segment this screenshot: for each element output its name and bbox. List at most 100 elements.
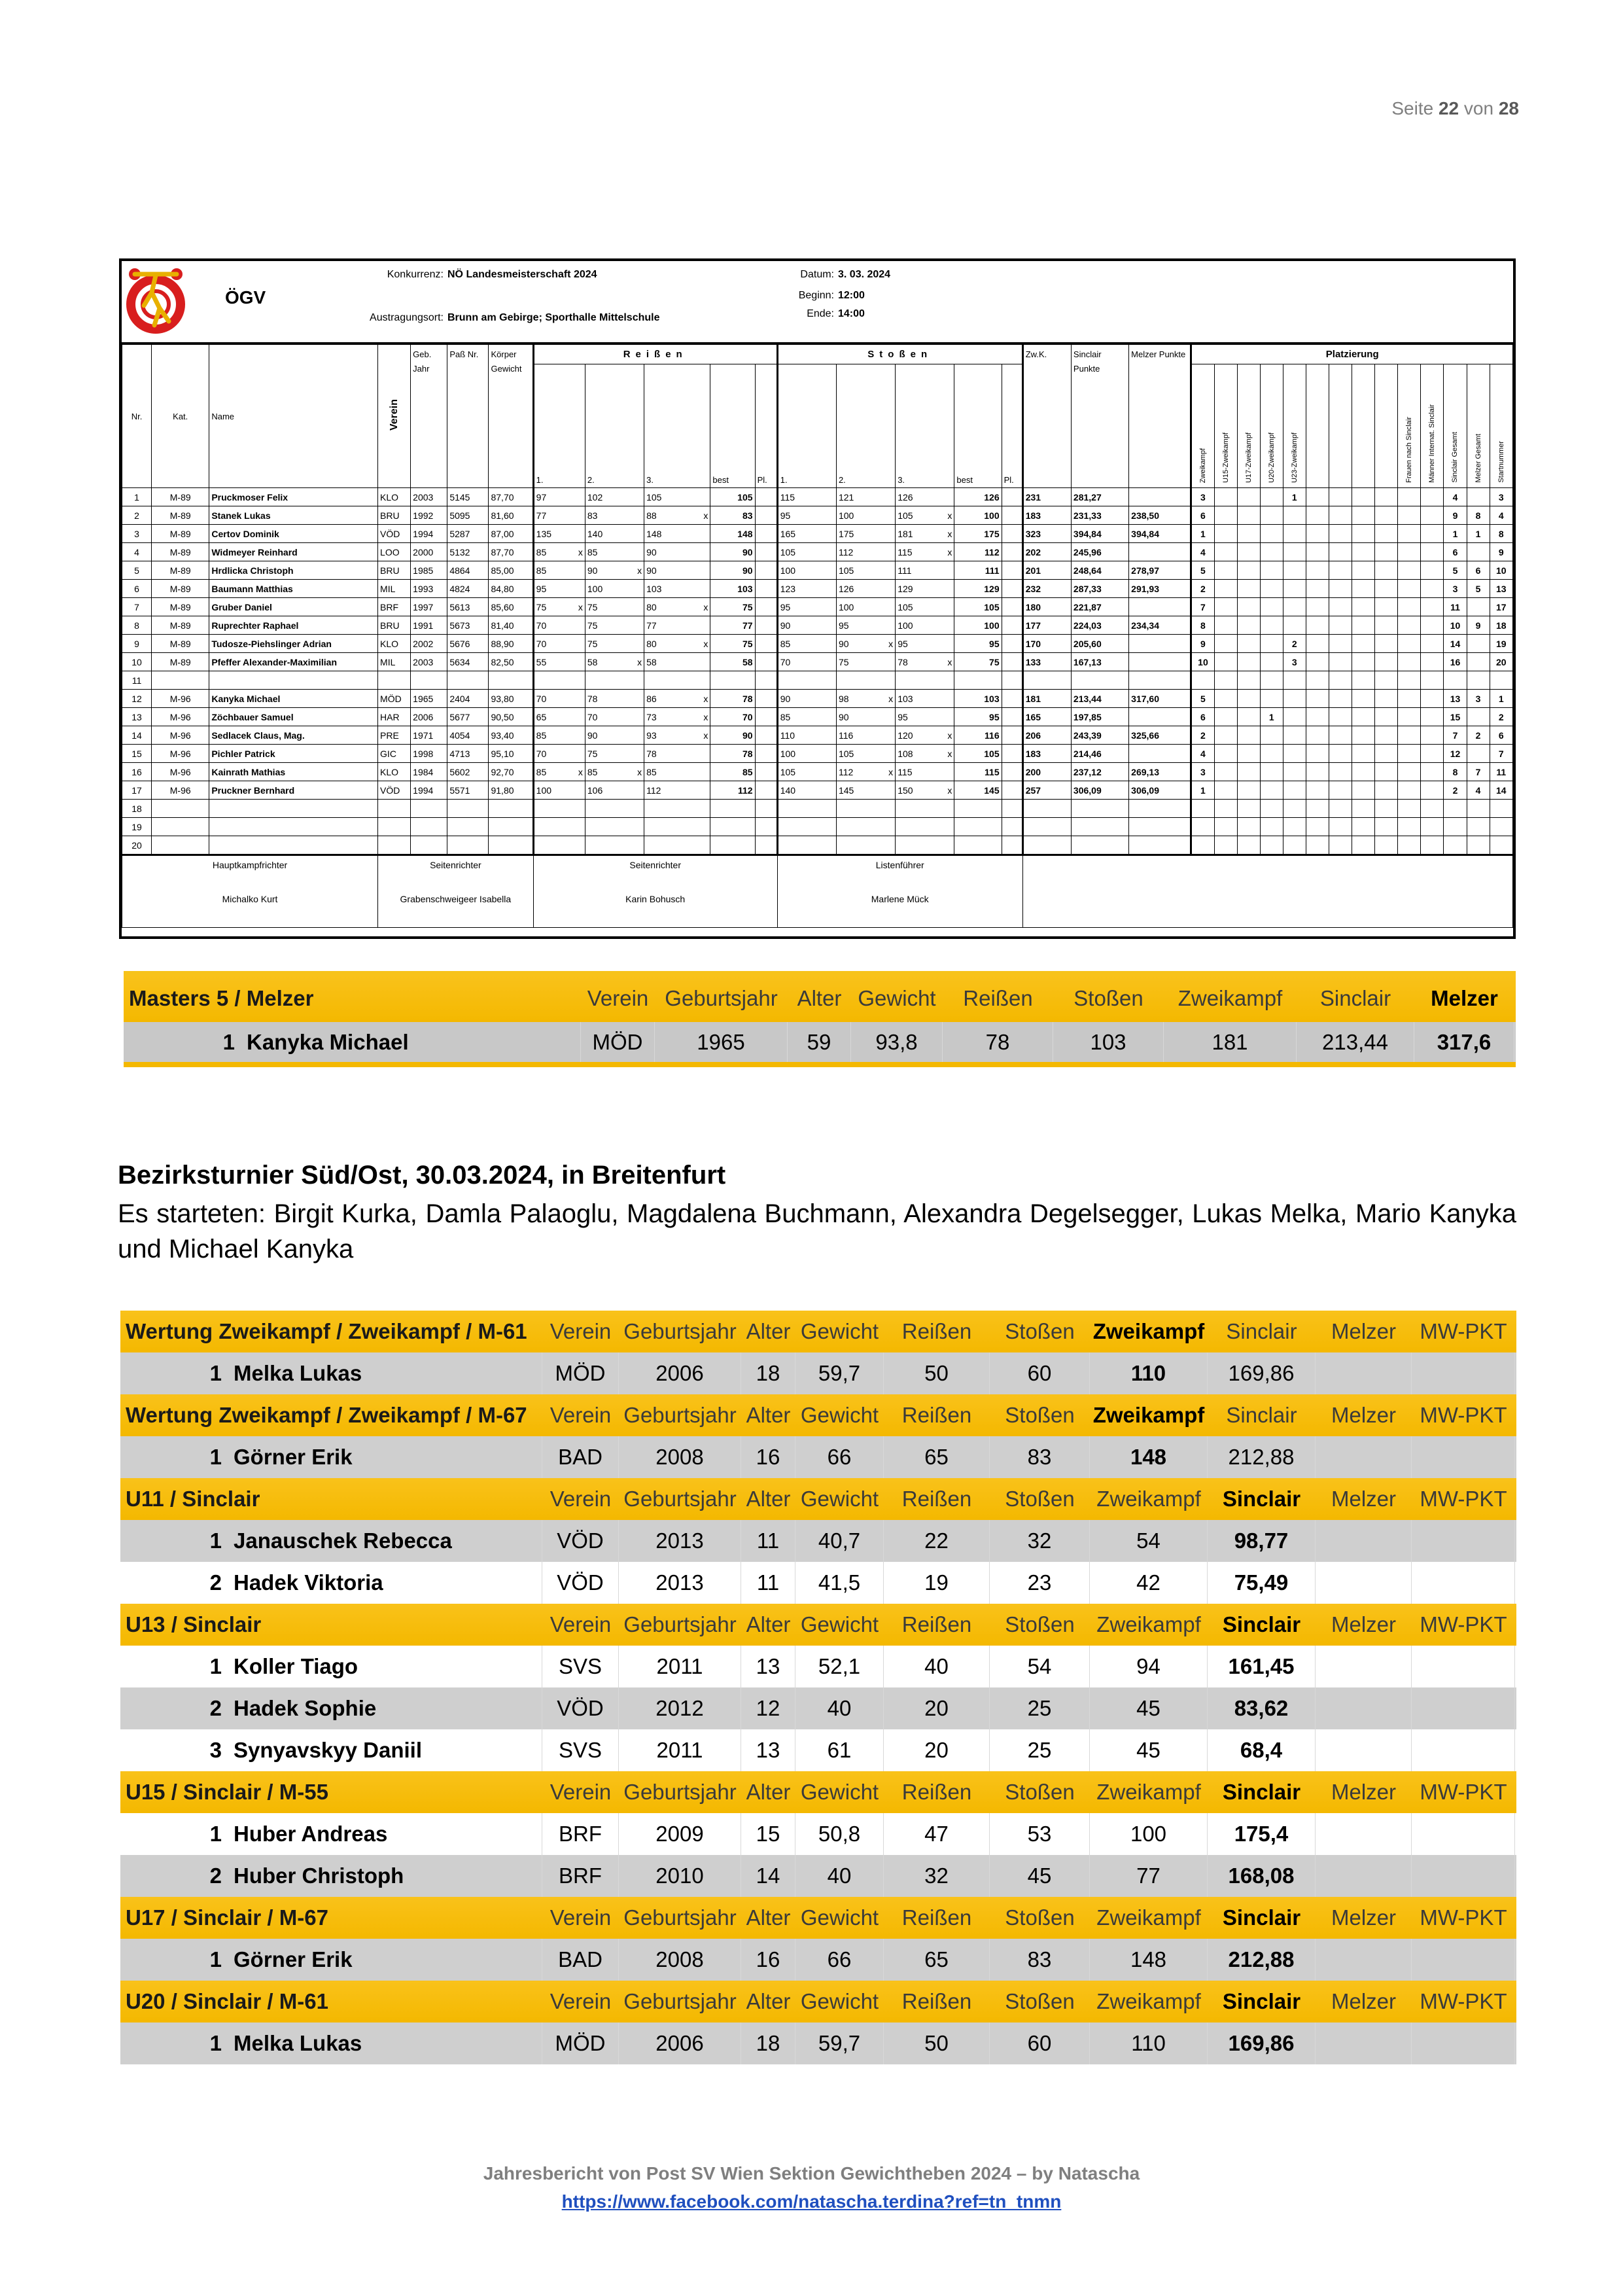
placement xyxy=(1259,799,1283,818)
cell: 205,60 xyxy=(1070,634,1130,653)
cell: 2011 xyxy=(619,1729,741,1771)
column-header: MW-PKT xyxy=(1420,1905,1507,1930)
cell: 20 xyxy=(884,1729,990,1771)
cell: 278,97 xyxy=(1128,561,1192,580)
cell: 78 xyxy=(710,689,756,708)
group-title: U11 / Sinclair xyxy=(126,1487,260,1511)
athlete-row: 6 M-89 Baumann Matthias MIL 1993 4824 84,80 95 1… xyxy=(121,579,1514,598)
cell xyxy=(377,836,411,855)
field-label: Ende: xyxy=(807,308,834,319)
cell xyxy=(532,817,585,836)
cell: 105 xyxy=(954,597,1002,616)
cell: 2 xyxy=(121,506,152,525)
placement xyxy=(1374,634,1399,653)
column-header-text: Verein xyxy=(388,399,400,431)
cell: 77 xyxy=(532,506,585,525)
athlete-row: 1 Görner Erik BAD 2008 16 66 65 83 148 212,88 xyxy=(120,1939,1516,1981)
cell: MIL xyxy=(377,652,411,671)
placement xyxy=(1466,634,1490,653)
placement xyxy=(1259,542,1283,561)
column-header: 2. xyxy=(835,364,896,488)
cell: 2013 xyxy=(619,1562,741,1604)
cell: 78 xyxy=(710,744,756,763)
cell: 232 xyxy=(1021,579,1072,598)
cell: 91,80 xyxy=(488,781,534,800)
column-header-text: Sinclair Gesamt xyxy=(1451,432,1459,483)
placement: 17 xyxy=(1489,597,1514,616)
cell: 61 xyxy=(795,1729,884,1771)
athlete-name: Hadek Viktoria xyxy=(234,1570,383,1595)
column-header: Alter xyxy=(746,1905,791,1930)
column-header: Alter xyxy=(746,1612,791,1636)
cell: 58 x xyxy=(584,652,645,671)
cell: 75 xyxy=(710,634,756,653)
cell xyxy=(1316,1687,1412,1729)
cell: 5145 xyxy=(447,487,489,506)
placement: 9 xyxy=(1443,506,1467,525)
column-header: Reißen xyxy=(532,344,778,364)
cell: 18 xyxy=(121,799,152,818)
cell: 58 xyxy=(644,652,711,671)
column-header: U17-Zweikampf xyxy=(1236,364,1261,488)
cell: M-89 xyxy=(151,616,210,635)
cell: BRU xyxy=(377,616,411,635)
cell xyxy=(1001,634,1023,653)
athlete-row: 1 Görner Erik BAD 2008 16 66 65 83 148 212,88 xyxy=(120,1436,1516,1478)
officials-row: Hauptkampfrichter Michalko Kurt Seitenrich… xyxy=(121,854,1514,928)
cell: 1984 xyxy=(410,762,448,781)
placement xyxy=(1305,487,1329,506)
cell: 18 xyxy=(741,2022,795,2064)
placement xyxy=(1328,561,1353,580)
cell xyxy=(644,836,711,855)
placement xyxy=(1420,744,1444,763)
placement xyxy=(1328,689,1353,708)
column-header: Melzer xyxy=(1331,1487,1397,1511)
placement xyxy=(1328,781,1353,800)
placement xyxy=(1305,506,1329,525)
placement xyxy=(1420,726,1444,745)
cell: 95 xyxy=(532,579,585,598)
cell: 98 x xyxy=(835,689,896,708)
cell: 6 xyxy=(121,579,152,598)
cell: 1991 xyxy=(410,616,448,635)
footer-link[interactable]: https://www.facebook.com/natascha.terdin… xyxy=(561,2191,1062,2212)
athlete-row: 2 Huber Christoph BRF 2010 14 40 32 45 77 168,08 xyxy=(120,1855,1516,1897)
placement: 10 xyxy=(1489,561,1514,580)
cell: 213,44 xyxy=(1297,1022,1414,1062)
placement xyxy=(1352,799,1376,818)
placement xyxy=(1236,689,1261,708)
cell: 14 xyxy=(741,1855,795,1897)
placement xyxy=(1282,689,1306,708)
placement xyxy=(1190,817,1215,836)
rank: 2 xyxy=(209,1863,222,1888)
cell xyxy=(754,542,778,561)
column-header: Melzer Punkte xyxy=(1128,344,1192,488)
placement xyxy=(1397,561,1422,580)
placement xyxy=(1213,671,1238,690)
cell: 60 xyxy=(990,1352,1090,1394)
placement xyxy=(1213,817,1238,836)
placement xyxy=(1420,597,1444,616)
column-header: 3. xyxy=(644,364,711,488)
cell xyxy=(754,652,778,671)
cell: 170 xyxy=(1021,634,1072,653)
cell: 47 xyxy=(884,1813,990,1855)
placement xyxy=(1236,561,1261,580)
cell xyxy=(377,671,411,690)
placement xyxy=(1397,616,1422,635)
bottom-strip xyxy=(124,1062,1516,1067)
cell: KLO xyxy=(377,762,411,781)
official-role: Seitenrichter xyxy=(430,860,481,870)
cell: 181 xyxy=(1021,689,1072,708)
cell xyxy=(151,671,210,690)
cell: 140 xyxy=(776,781,837,800)
rank: 2 xyxy=(209,1570,222,1595)
group-title: Masters 5 / Melzer xyxy=(129,986,314,1010)
cell: 105 xyxy=(835,561,896,580)
placement: 1 xyxy=(1190,781,1215,800)
placement xyxy=(1420,561,1444,580)
placement xyxy=(1374,817,1399,836)
cell: 1993 xyxy=(410,579,448,598)
official-role: Seitenrichter xyxy=(629,860,681,870)
column-header: Melzer Gesamt xyxy=(1466,364,1490,488)
